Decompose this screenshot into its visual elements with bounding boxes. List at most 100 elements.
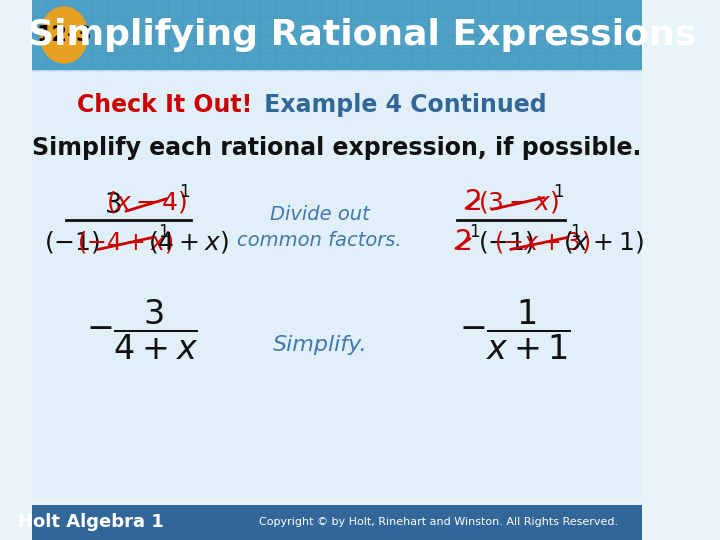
FancyBboxPatch shape [413,0,428,17]
Text: $1$: $1$ [469,223,480,241]
Text: Check It Out!: Check It Out! [77,93,252,117]
FancyBboxPatch shape [169,54,184,71]
FancyBboxPatch shape [306,18,320,35]
FancyBboxPatch shape [459,18,473,35]
FancyBboxPatch shape [199,0,214,17]
Text: common factors.: common factors. [238,231,402,249]
FancyBboxPatch shape [108,0,122,17]
FancyBboxPatch shape [489,54,503,71]
FancyBboxPatch shape [261,54,275,71]
FancyBboxPatch shape [337,36,351,53]
FancyBboxPatch shape [611,0,626,17]
Text: Example 4 Continued: Example 4 Continued [256,93,547,117]
Text: $1$: $1$ [179,183,190,201]
FancyBboxPatch shape [535,54,549,71]
FancyBboxPatch shape [626,0,641,17]
FancyBboxPatch shape [78,54,92,71]
Text: Copyright © by Holt, Rinehart and Winston. All Rights Reserved.: Copyright © by Holt, Rinehart and Winsto… [258,517,618,527]
FancyBboxPatch shape [199,54,214,71]
FancyBboxPatch shape [565,0,580,17]
FancyBboxPatch shape [78,36,92,53]
FancyBboxPatch shape [428,54,443,71]
FancyBboxPatch shape [78,0,92,17]
FancyBboxPatch shape [626,18,641,35]
Text: $(3-x)$: $(3-x)$ [479,189,559,215]
FancyBboxPatch shape [169,36,184,53]
FancyBboxPatch shape [322,36,336,53]
FancyBboxPatch shape [93,0,107,17]
FancyBboxPatch shape [520,54,534,71]
FancyBboxPatch shape [505,36,519,53]
FancyBboxPatch shape [32,505,642,540]
FancyBboxPatch shape [154,54,168,71]
FancyBboxPatch shape [611,18,626,35]
FancyBboxPatch shape [261,36,275,53]
FancyBboxPatch shape [581,0,595,17]
FancyBboxPatch shape [428,0,443,17]
FancyBboxPatch shape [367,18,382,35]
FancyBboxPatch shape [322,0,336,17]
Text: $(4+x)$: $(4+x)$ [148,229,229,255]
FancyBboxPatch shape [505,54,519,71]
FancyBboxPatch shape [47,54,61,71]
FancyBboxPatch shape [184,0,199,17]
FancyBboxPatch shape [246,54,260,71]
Text: Divide out: Divide out [270,206,369,225]
FancyBboxPatch shape [444,0,458,17]
FancyBboxPatch shape [322,18,336,35]
FancyBboxPatch shape [291,18,305,35]
FancyBboxPatch shape [611,36,626,53]
Text: Simplify each rational expression, if possible.: Simplify each rational expression, if po… [32,136,642,160]
FancyBboxPatch shape [550,36,564,53]
Text: Simplify.: Simplify. [272,335,367,355]
FancyBboxPatch shape [154,36,168,53]
FancyBboxPatch shape [474,54,488,71]
FancyBboxPatch shape [367,36,382,53]
FancyBboxPatch shape [63,0,77,17]
Text: $-\dfrac{1}{x+1}$: $-\dfrac{1}{x+1}$ [459,298,570,362]
FancyBboxPatch shape [246,0,260,17]
Text: Holt Algebra 1: Holt Algebra 1 [18,513,164,531]
FancyBboxPatch shape [550,18,564,35]
FancyBboxPatch shape [230,36,244,53]
FancyBboxPatch shape [444,36,458,53]
Text: $1$: $1$ [158,223,168,241]
FancyBboxPatch shape [596,18,611,35]
FancyBboxPatch shape [520,0,534,17]
FancyBboxPatch shape [428,36,443,53]
FancyBboxPatch shape [565,18,580,35]
FancyBboxPatch shape [246,36,260,53]
FancyBboxPatch shape [474,0,488,17]
FancyBboxPatch shape [413,18,428,35]
Text: $2$: $2$ [454,228,471,256]
FancyBboxPatch shape [337,54,351,71]
FancyBboxPatch shape [474,36,488,53]
Text: Simplifying Rational Expressions: Simplifying Rational Expressions [28,18,696,52]
FancyBboxPatch shape [276,54,290,71]
FancyBboxPatch shape [123,54,138,71]
FancyBboxPatch shape [276,36,290,53]
FancyBboxPatch shape [489,0,503,17]
FancyBboxPatch shape [596,54,611,71]
FancyBboxPatch shape [428,18,443,35]
FancyBboxPatch shape [596,0,611,17]
FancyBboxPatch shape [215,18,229,35]
FancyBboxPatch shape [474,18,488,35]
FancyBboxPatch shape [337,18,351,35]
FancyBboxPatch shape [138,54,153,71]
FancyBboxPatch shape [93,18,107,35]
FancyBboxPatch shape [550,0,564,17]
FancyBboxPatch shape [397,36,412,53]
FancyBboxPatch shape [47,36,61,53]
FancyBboxPatch shape [215,0,229,17]
Text: $(x+1)$: $(x+1)$ [563,229,644,255]
FancyBboxPatch shape [581,54,595,71]
FancyBboxPatch shape [565,36,580,53]
FancyBboxPatch shape [230,18,244,35]
FancyBboxPatch shape [459,0,473,17]
FancyBboxPatch shape [352,0,366,17]
FancyBboxPatch shape [306,54,320,71]
FancyBboxPatch shape [444,54,458,71]
FancyBboxPatch shape [276,18,290,35]
FancyBboxPatch shape [154,0,168,17]
